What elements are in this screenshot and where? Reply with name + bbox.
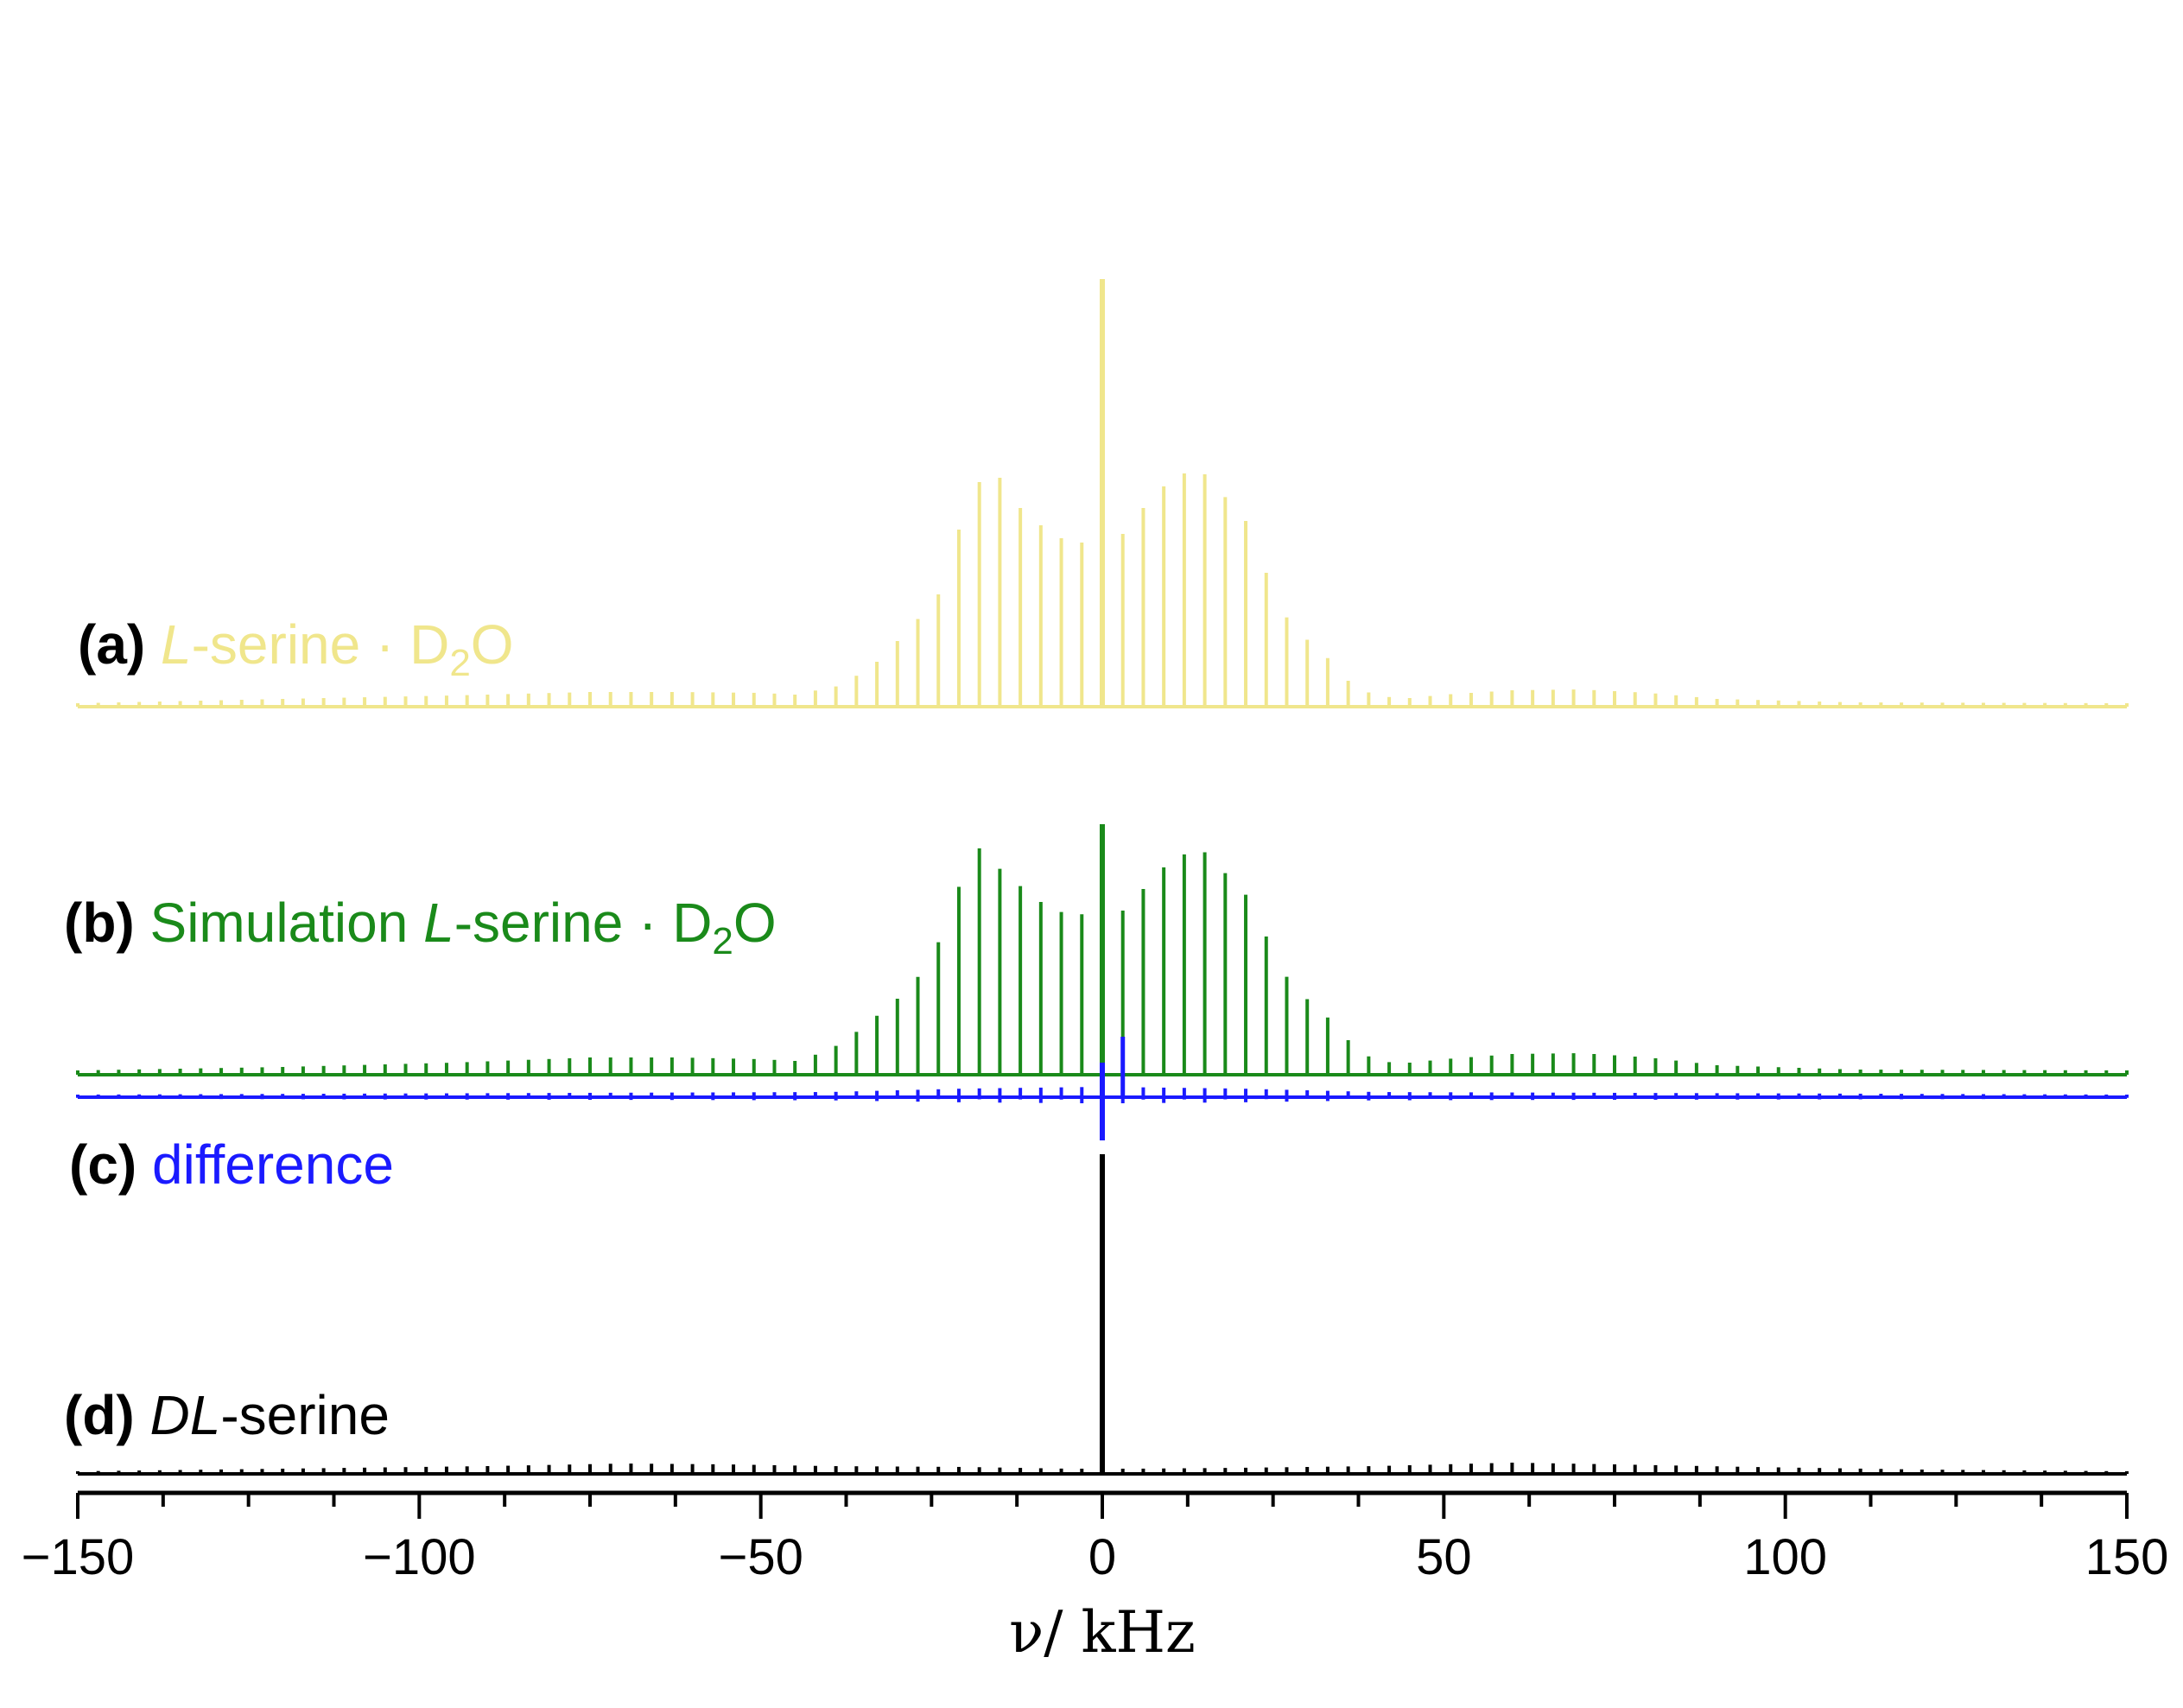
spectrum-a xyxy=(76,279,2129,708)
spectrum-c xyxy=(76,1037,2129,1140)
x-axis: −150 −100 −50 0 50 100 150 ν/ kHz xyxy=(22,1490,2169,1666)
x-tick-label: −50 xyxy=(718,1529,803,1585)
series-name-part-c: difference xyxy=(152,1133,394,1196)
series-name-part-b: Simulation xyxy=(150,892,424,954)
series-labels: (a) L-serine · D2O(b) Simulation L-serin… xyxy=(64,613,777,1446)
series-name-part-b: 2 xyxy=(712,920,733,962)
x-axis-title: ν/ kHz xyxy=(1009,1599,1196,1666)
series-name-part-b: L xyxy=(423,892,454,954)
x-tick-label: −100 xyxy=(363,1529,476,1585)
series-name-part-a: -serine · D xyxy=(192,613,450,676)
series-name-part-a: O xyxy=(471,613,514,676)
x-tick-label: 150 xyxy=(2085,1529,2169,1585)
x-tick-label: 50 xyxy=(1416,1529,1472,1585)
series-name-part-a: 2 xyxy=(449,642,470,684)
series-tag-a: (a) xyxy=(78,613,161,676)
x-tick-label: −150 xyxy=(22,1529,135,1585)
series-label-d: (d) DL-serine xyxy=(64,1384,390,1446)
series-name-part-d: DL xyxy=(150,1384,221,1446)
spectrum-b xyxy=(76,824,2129,1076)
x-tick-label: 100 xyxy=(1743,1529,1827,1585)
series-tag-b: (b) xyxy=(64,892,150,954)
series-label-c: (c) difference xyxy=(69,1133,394,1196)
series-name-part-b: -serine · D xyxy=(454,892,713,954)
series-label-b: (b) Simulation L-serine · D2O xyxy=(64,892,777,962)
x-axis-ticks: −150 −100 −50 0 50 100 150 xyxy=(22,1493,2169,1585)
series-label-a: (a) L-serine · D2O xyxy=(78,613,514,684)
series-name-part-a: L xyxy=(161,613,192,676)
x-tick-label: 0 xyxy=(1088,1529,1116,1585)
series-name-part-d: -serine xyxy=(220,1384,390,1446)
spectrum-d xyxy=(76,1154,2129,1476)
series-tag-d: (d) xyxy=(64,1384,150,1446)
series-tag-c: (c) xyxy=(69,1133,152,1196)
series-name-part-b: O xyxy=(733,892,777,954)
spectra-group xyxy=(76,279,2129,1476)
